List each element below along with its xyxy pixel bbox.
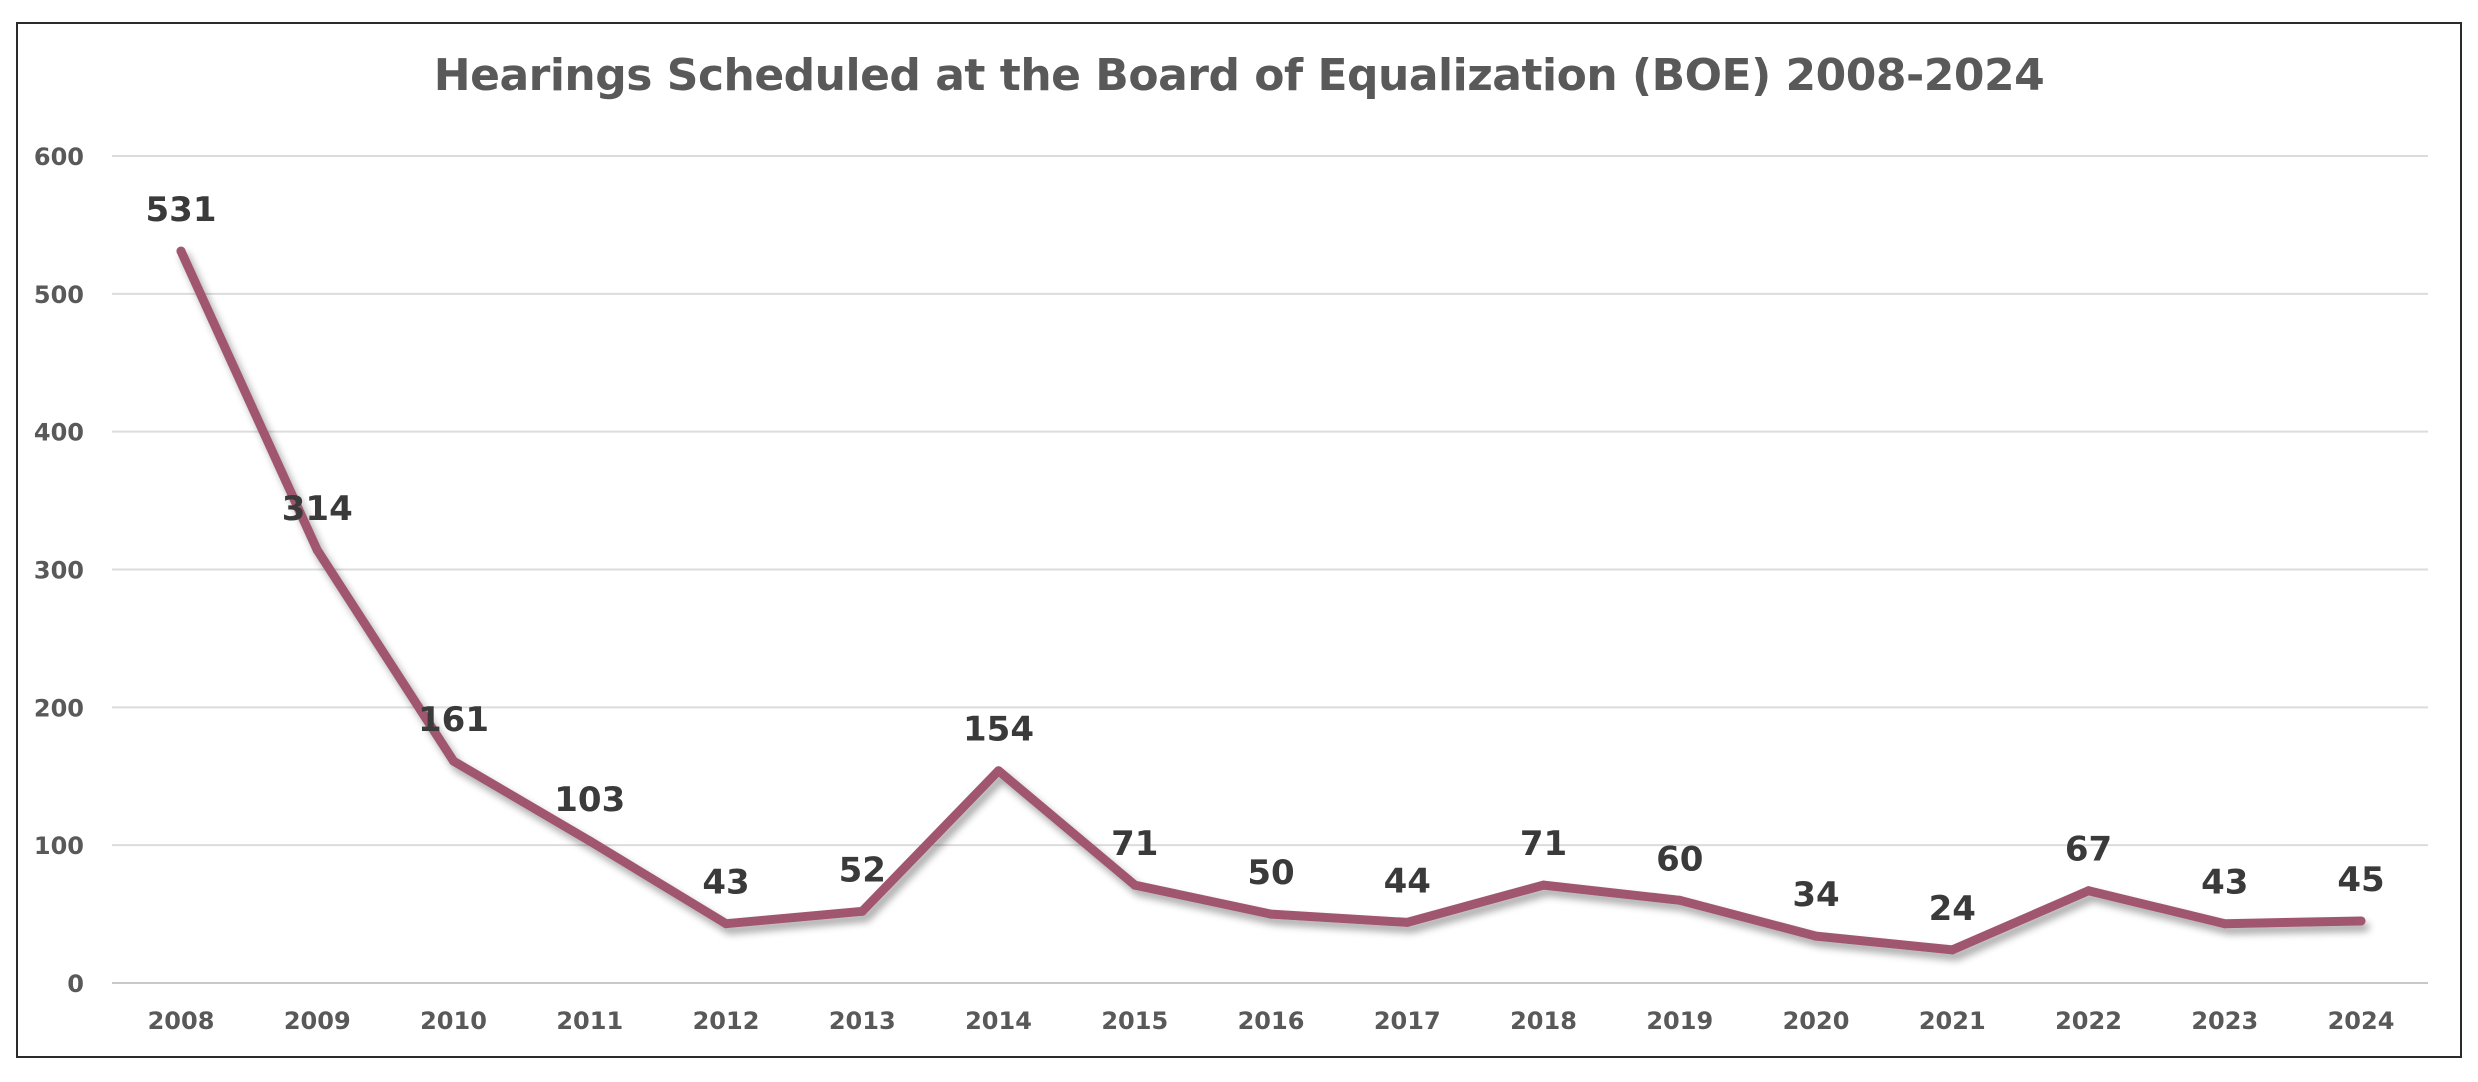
data-point — [1130, 880, 1140, 890]
data-point — [2220, 919, 2230, 929]
chart-title: Hearings Scheduled at the Board of Equal… — [433, 50, 2045, 101]
data-point — [1947, 945, 1957, 955]
data-label: 60 — [1656, 839, 1703, 879]
data-label: 52 — [839, 850, 886, 890]
data-label: 34 — [1792, 875, 1839, 915]
x-tick-label: 2019 — [1646, 1007, 1713, 1035]
x-tick-label: 2009 — [284, 1007, 351, 1035]
series-layer — [176, 246, 2366, 955]
y-tick-label: 100 — [34, 832, 84, 860]
x-tick-label: 2017 — [1374, 1007, 1441, 1035]
x-tick-label: 2020 — [1783, 1007, 1850, 1035]
x-tick-label: 2022 — [2055, 1007, 2122, 1035]
data-label: 531 — [146, 190, 217, 230]
x-tick-label: 2014 — [965, 1007, 1032, 1035]
x-tick-label: 2024 — [2328, 1007, 2395, 1035]
data-label: 314 — [282, 489, 353, 529]
data-point — [449, 756, 458, 766]
x-tick-label: 2010 — [420, 1007, 487, 1035]
x-tick-label: 2023 — [2191, 1007, 2258, 1035]
x-tick-label: 2021 — [1919, 1007, 1986, 1035]
data-label: 24 — [1929, 889, 1976, 929]
y-tick-label: 200 — [34, 694, 84, 722]
data-label: 50 — [1247, 853, 1294, 893]
data-label: 44 — [1384, 861, 1431, 901]
x-tick-label: 2012 — [693, 1007, 760, 1035]
x-tick-label: 2018 — [1510, 1007, 1577, 1035]
data-point — [1675, 895, 1685, 905]
data-label: 43 — [2201, 863, 2248, 903]
data-label: 161 — [418, 700, 489, 740]
data-point — [2356, 916, 2366, 926]
data-label: 45 — [2337, 860, 2384, 900]
data-label: 67 — [2065, 830, 2112, 870]
data-point — [2084, 886, 2093, 896]
y-tick-label: 0 — [67, 970, 84, 998]
y-tick-label: 400 — [34, 419, 84, 447]
data-point — [585, 836, 595, 846]
x-axis-ticks: 2008 2009 2010 2011 2012 2013 2014 2015 2016 2017… — [148, 1007, 2395, 1035]
data-point — [1811, 931, 1821, 941]
data-label: 154 — [963, 710, 1034, 750]
y-tick-label: 300 — [34, 557, 84, 585]
x-tick-label: 2015 — [1101, 1007, 1168, 1035]
data-point — [721, 919, 731, 929]
data-point — [1266, 909, 1276, 919]
data-label: 71 — [1111, 824, 1158, 864]
x-tick-label: 2011 — [556, 1007, 623, 1035]
data-point — [1402, 917, 1412, 927]
y-axis-ticks: 0 100 200 300 400 500 600 — [34, 143, 84, 998]
y-tick-label: 600 — [34, 143, 84, 171]
x-tick-label: 2013 — [829, 1007, 896, 1035]
gridlines — [112, 155, 2428, 984]
data-label: 43 — [702, 863, 749, 903]
data-point — [312, 545, 322, 555]
data-point — [1539, 880, 1548, 890]
x-tick-label: 2016 — [1238, 1007, 1305, 1035]
data-label: 103 — [554, 780, 625, 820]
y-tick-label: 500 — [34, 281, 84, 309]
data-point — [857, 906, 867, 916]
data-labels: 531 314 161 103 43 52 154 71 50 44 71 60 34 24 67 43 45 — [146, 190, 2385, 929]
x-tick-label: 2008 — [148, 1007, 215, 1035]
data-label: 71 — [1520, 824, 1567, 864]
chart-frame — [16, 22, 2462, 1058]
data-point — [994, 766, 1003, 776]
data-point — [176, 246, 186, 256]
